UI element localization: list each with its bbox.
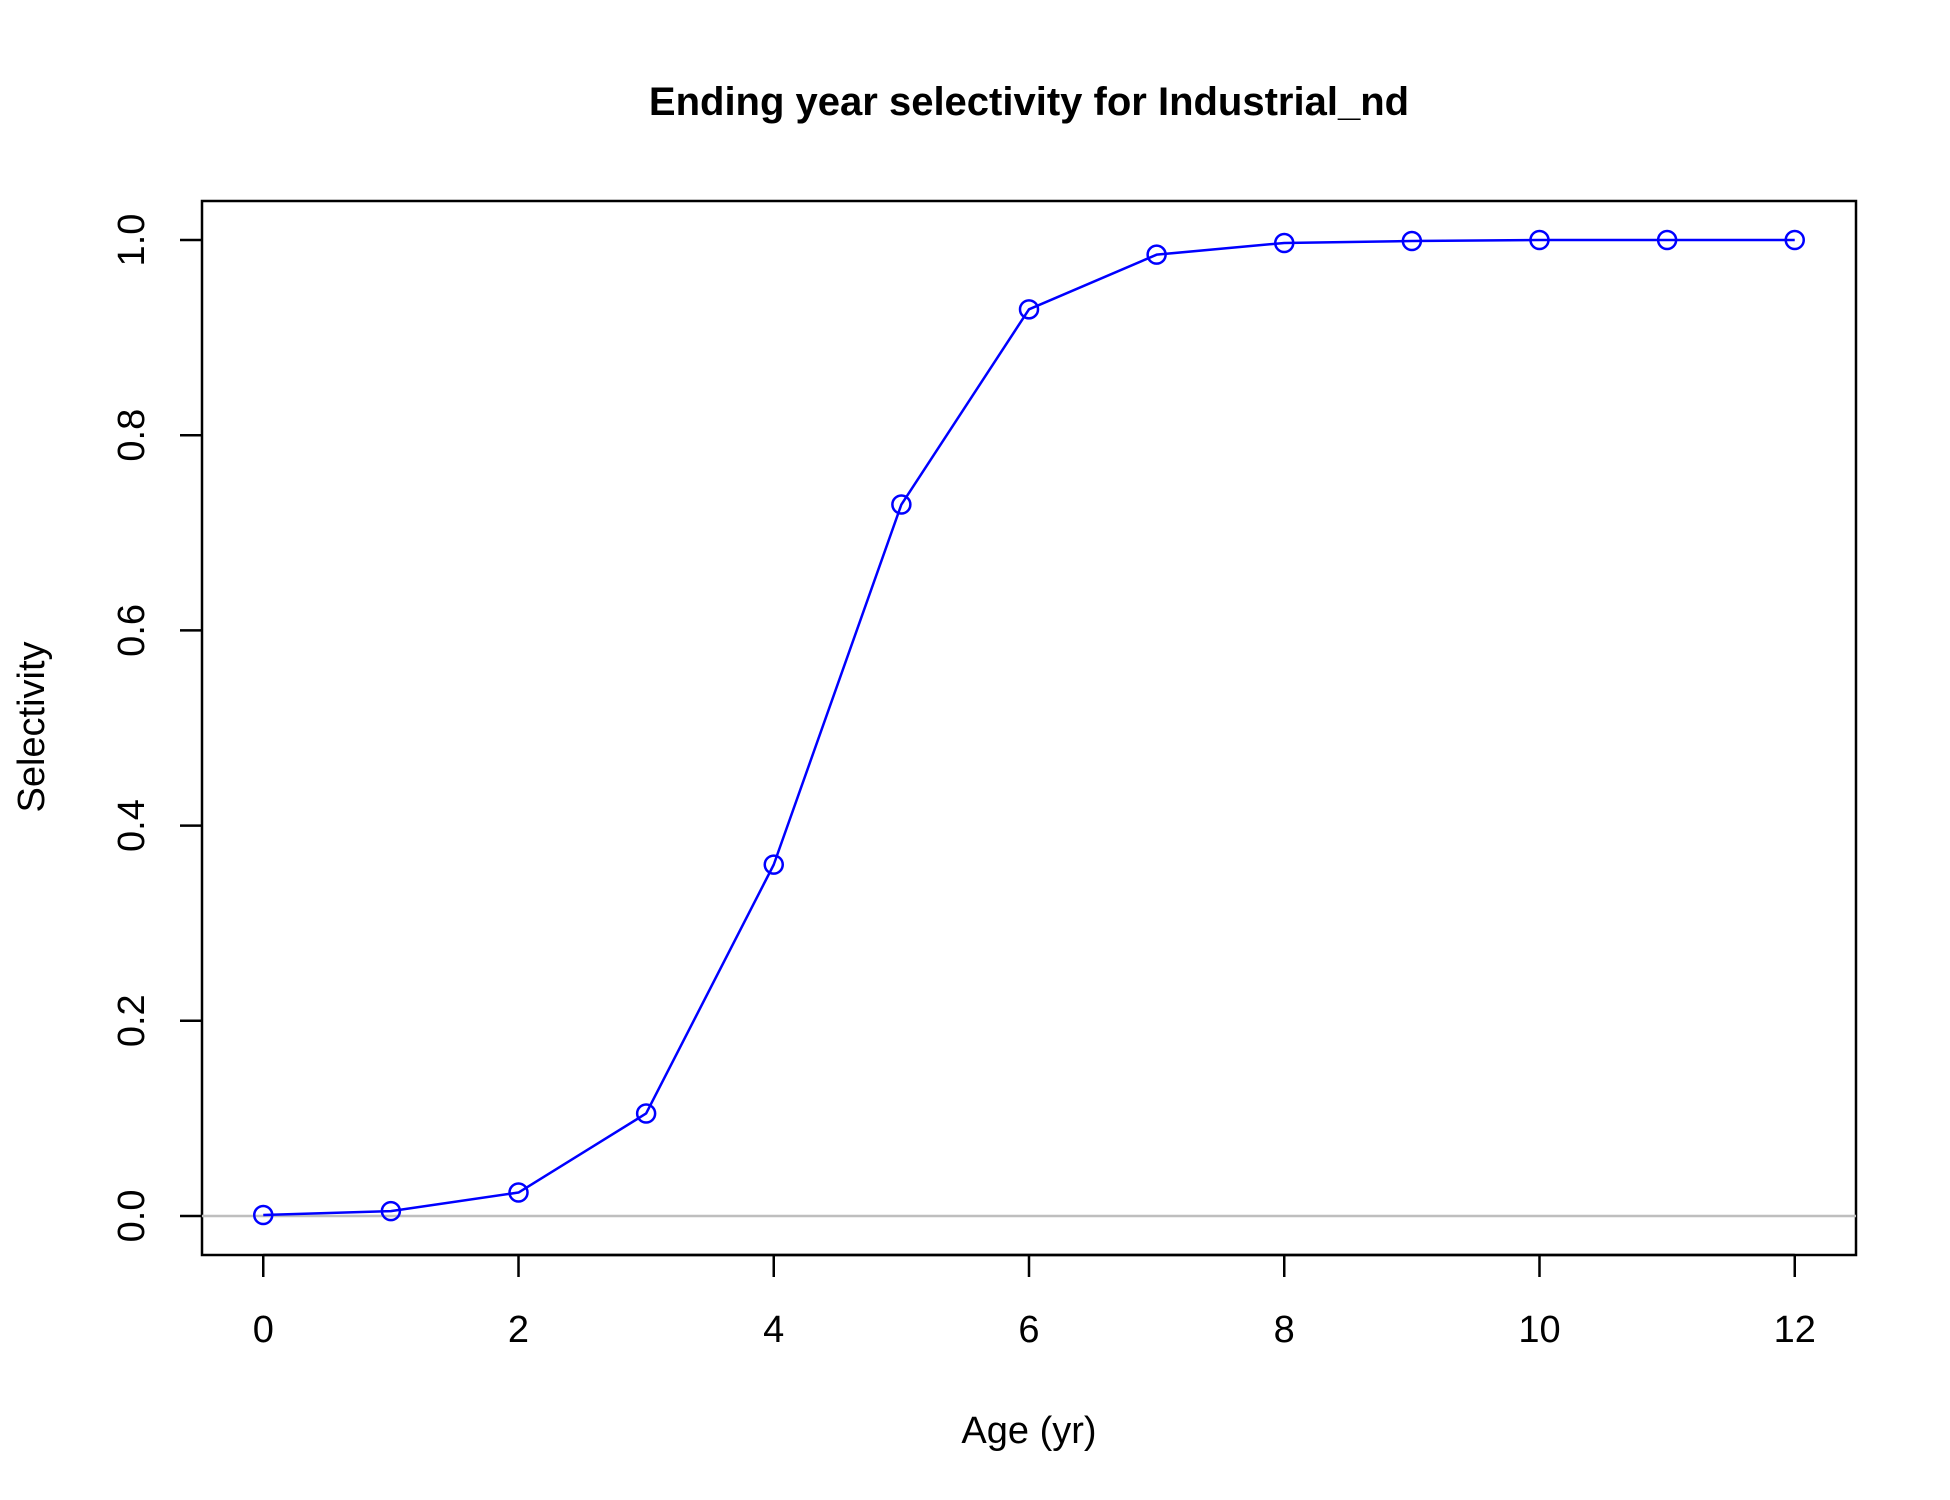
data-point — [380, 1200, 402, 1222]
data-point — [763, 854, 785, 875]
data-point — [635, 1103, 657, 1124]
data-point — [1656, 229, 1678, 251]
series-line — [263, 238, 1795, 1217]
data-point — [253, 1204, 274, 1226]
y-tick-label: 0.0 — [111, 1190, 153, 1243]
x-tick-label: 12 — [1774, 1309, 1816, 1351]
x-tick-label: 2 — [508, 1309, 529, 1351]
y-tick-label: 0.2 — [111, 994, 153, 1047]
x-tick-label: 0 — [253, 1309, 274, 1351]
y-axis-label: Selectivity — [11, 641, 53, 812]
data-point — [891, 494, 912, 515]
data-point — [1401, 230, 1423, 252]
chart-title: Ending year selectivity for Industrial_n… — [649, 80, 1409, 124]
y-tick-label: 1.0 — [111, 214, 153, 267]
plot-frame — [200, 199, 1858, 1257]
data-point — [1018, 299, 1040, 320]
y-tick-label: 0.4 — [111, 799, 153, 852]
x-axis-label: Age (yr) — [961, 1410, 1096, 1452]
x-tick-label: 10 — [1518, 1309, 1560, 1351]
y-tick-label: 0.6 — [111, 604, 153, 657]
x-tick-label: 4 — [763, 1309, 784, 1351]
data-point — [508, 1182, 529, 1203]
data-point — [1146, 244, 1167, 265]
data-point — [1529, 229, 1550, 251]
y-tick-label: 0.8 — [111, 409, 153, 462]
x-tick-label: 6 — [1018, 1309, 1039, 1351]
data-point — [1784, 229, 1805, 251]
data-point — [1273, 232, 1295, 254]
x-tick-label: 8 — [1274, 1309, 1295, 1351]
plot-area: 0 2 4 6 8 10 12 0.0 0.2 0.4 0.6 0.8 1.0 — [111, 199, 1858, 1351]
